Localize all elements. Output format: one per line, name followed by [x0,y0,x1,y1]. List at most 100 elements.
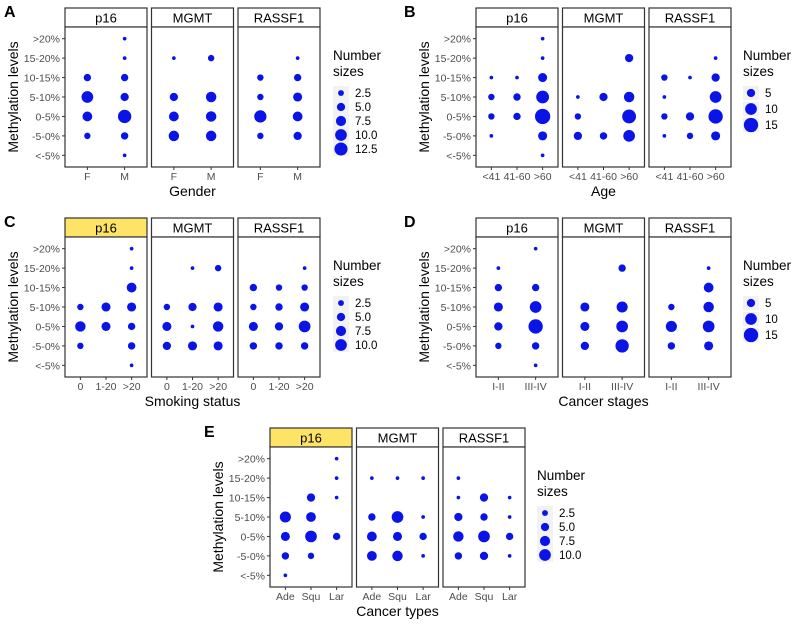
data-point [257,74,264,81]
data-point [454,552,463,560]
facet-title: p16 [300,431,322,446]
panel-label: A [4,4,16,21]
data-point [163,303,171,311]
legend-label: 10 [765,104,778,116]
data-point [395,476,400,480]
y-tick-label: 0-5% [446,111,471,123]
data-point [82,111,93,122]
x-axis-title: Cancer stages [558,393,648,409]
legend-key [745,103,757,115]
data-point [538,131,548,141]
x-tick-label: 1-20 [182,381,203,393]
data-point [421,476,425,480]
data-point [122,36,127,41]
y-tick-label: 15-20% [229,473,265,485]
data-point [421,554,425,558]
y-tick-label: 10-15% [24,73,60,85]
legend-key [539,535,551,547]
x-tick-label: 41-60 [677,171,704,183]
x-tick-label: I-II [579,381,591,393]
data-point [129,246,134,251]
data-point [77,303,84,311]
legend-key [743,117,759,133]
facet-title: p16 [95,221,117,236]
data-point [616,320,628,333]
data-point [127,342,136,350]
legend-key [746,298,756,308]
data-point [120,132,129,140]
legend-label: 15 [765,120,778,132]
x-tick-label: 0 [250,381,256,393]
data-point [453,531,464,542]
data-point [480,513,488,521]
data-point [298,320,311,333]
data-point [205,111,217,122]
data-point [495,342,502,350]
data-point [706,266,711,270]
data-point [292,111,303,122]
facet-title: RASSF1 [665,11,716,26]
data-point [368,513,376,521]
facet-plot-area [561,236,646,378]
legend-key [334,142,348,156]
data-point [493,302,503,312]
data-point [624,53,634,63]
y-tick-label: 0-5% [35,321,60,333]
legend-key [336,102,346,112]
data-point [534,108,551,125]
data-point [599,92,608,102]
data-point [515,75,519,80]
y-tick-label: 5-10% [441,302,471,314]
data-point [306,493,316,502]
data-point [531,283,540,292]
data-point [505,532,514,541]
y-tick-label: 15-20% [435,53,471,65]
data-point [122,153,127,158]
legend-label: 2.5 [355,88,371,100]
facet-plot-area [475,236,559,378]
data-point [168,111,179,122]
data-point [213,302,223,312]
data-point [704,341,714,351]
x-axis-title: Age [591,183,616,199]
data-point [711,131,721,141]
x-tick-label: 1-20 [268,381,289,393]
data-point [708,109,723,124]
data-point [120,92,129,102]
x-tick-label: Ade [449,591,468,603]
data-point [366,550,377,561]
data-point [574,113,582,120]
x-tick-label: M [293,171,302,183]
data-point [685,112,695,121]
data-point [280,531,290,541]
data-point [507,515,512,519]
y-axis-title: Methylation levels [416,251,432,362]
x-tick-label: >60 [620,171,638,183]
data-point [301,284,308,291]
data-point [392,531,403,541]
data-point [300,342,309,350]
data-point [580,302,590,312]
data-point [84,132,91,140]
y-tick-label: 5-10% [235,512,265,524]
legend-label: 5.0 [355,312,371,324]
legend-title: sizes [537,484,568,499]
data-point [661,113,668,120]
y-tick-label: 10-15% [24,283,60,295]
data-point [713,56,718,60]
data-point [623,130,635,142]
legend-title: Number [537,468,586,483]
legend-title: Number [333,258,382,273]
x-tick-label: F [171,171,177,183]
data-point [494,283,503,292]
y-tick-label: 15-20% [435,263,471,275]
legend-title: sizes [333,274,364,289]
legend-label: 7.5 [559,536,575,548]
legend-label: 7.5 [355,326,371,338]
data-point [77,342,84,350]
y-tick-label: <-5% [35,150,60,162]
data-point [129,363,134,368]
y-axis-title: Methylation levels [5,251,21,362]
legend-key [542,510,548,516]
data-point [254,110,267,123]
